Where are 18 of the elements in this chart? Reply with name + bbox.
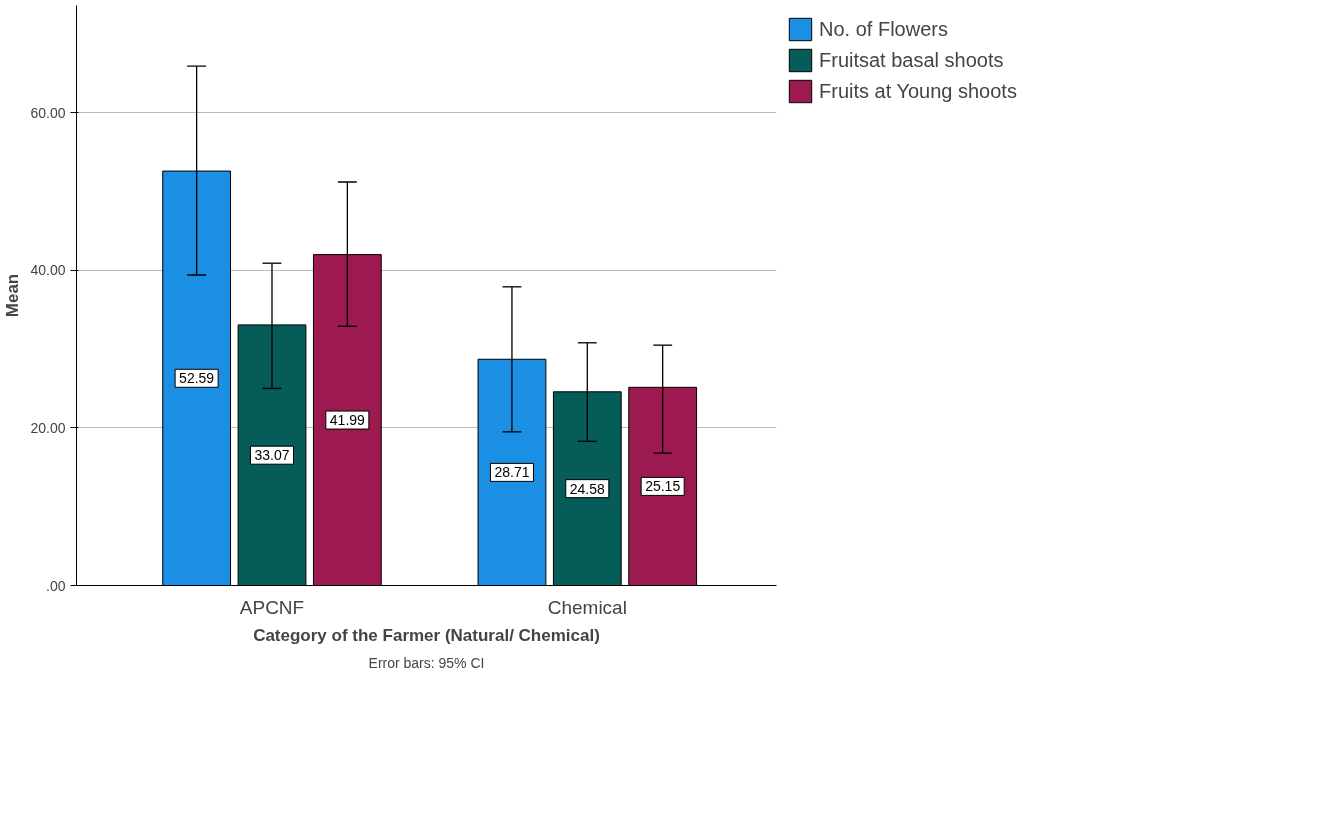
x-tick-label: APCNF [239,596,305,618]
y-axis-title: Mean [3,273,23,318]
legend-label: No. of Flowers [819,17,948,41]
y-tick-label: 20.00 [30,419,66,436]
x-axis-title: Category of the Farmer (Natural/ Chemical) [253,625,600,645]
x-tick-label: Chemical [547,596,627,618]
y-tick-label: .00 [46,577,66,594]
data-label: 25.15 [645,478,681,495]
data-label: 41.99 [329,412,366,429]
data-label: 28.71 [494,464,530,481]
y-tick-label: 60.00 [30,104,66,121]
y-tick-label: 40.00 [30,262,66,279]
legend-label: Fruitsat basal shoots [819,48,1004,72]
data-label: 33.07 [254,447,290,464]
data-label: 24.58 [569,480,606,497]
legend-label: Fruits at Young shoots [819,79,1017,103]
text: Error bars: 95% CI [368,654,485,671]
data-label: 52.59 [179,370,215,387]
